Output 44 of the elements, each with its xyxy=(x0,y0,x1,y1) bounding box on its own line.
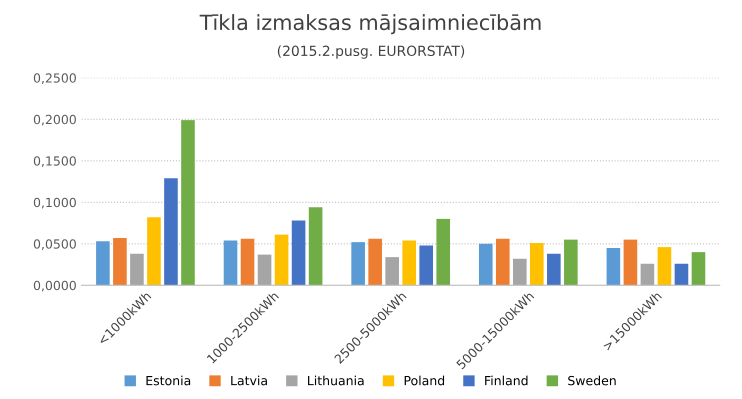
chart-title: Tīkla izmaksas mājsaimniecībām xyxy=(200,14,541,34)
bar xyxy=(640,264,654,286)
bar xyxy=(564,240,578,286)
bar xyxy=(164,178,178,286)
bar xyxy=(368,238,382,286)
y-tick-label: 0,0000 xyxy=(34,280,76,292)
y-tick-label: 0,0500 xyxy=(34,239,76,250)
bar xyxy=(224,240,238,286)
bar xyxy=(512,258,527,286)
chart-subtitle: (2015.2.pusg. EURORSTAT) xyxy=(278,45,464,59)
bar xyxy=(674,264,688,286)
bar xyxy=(258,254,272,286)
bar xyxy=(606,248,620,286)
bar xyxy=(436,218,450,286)
bar xyxy=(308,207,322,286)
bar xyxy=(478,244,493,286)
y-tick-label: 0,2000 xyxy=(34,114,76,126)
bar xyxy=(530,242,544,286)
legend-label: Lithuania xyxy=(308,376,364,386)
bar xyxy=(692,252,706,286)
bar xyxy=(96,241,110,286)
bar xyxy=(658,247,672,286)
legend-label: Poland xyxy=(404,376,444,386)
legend-label: Latvia xyxy=(231,376,267,386)
bar xyxy=(181,120,195,286)
bar xyxy=(130,254,144,286)
y-tick-label: 0,1500 xyxy=(34,156,76,167)
y-tick-label: 0,1000 xyxy=(34,198,76,208)
bar xyxy=(547,254,561,286)
legend-label: Finland xyxy=(485,376,528,386)
bar xyxy=(496,238,510,286)
bar xyxy=(147,217,161,286)
bar xyxy=(419,245,434,286)
bar xyxy=(351,242,365,286)
legend-label: Estonia xyxy=(146,376,190,386)
bar xyxy=(402,240,416,286)
bar xyxy=(240,238,254,286)
bar xyxy=(113,238,127,286)
y-tick-label: 0,2500 xyxy=(34,73,76,84)
bar xyxy=(624,240,638,286)
bar xyxy=(292,220,306,286)
bar xyxy=(385,257,399,286)
bar xyxy=(274,234,288,286)
legend-label: Sweden xyxy=(568,376,616,386)
